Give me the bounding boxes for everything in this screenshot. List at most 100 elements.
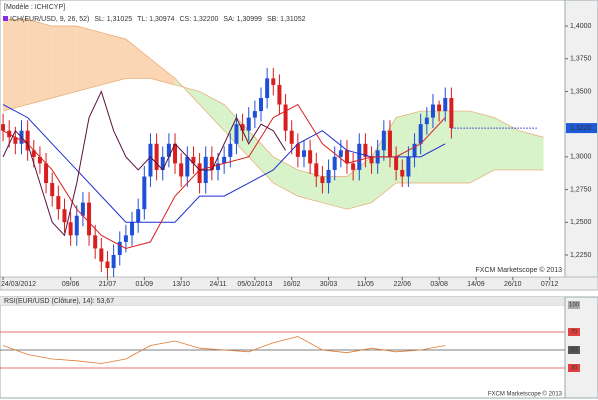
candle-body bbox=[216, 163, 221, 170]
candle-body bbox=[326, 169, 331, 184]
candle-body bbox=[363, 143, 368, 157]
candle-body bbox=[412, 143, 417, 157]
candle-body bbox=[271, 78, 276, 85]
candle-body bbox=[406, 156, 411, 177]
x-tick-label: 22/06 bbox=[393, 281, 411, 288]
cloud-segment bbox=[518, 130, 544, 170]
cloud-segment bbox=[248, 130, 274, 184]
x-tick-label: 09/06 bbox=[62, 281, 80, 288]
main-plot bbox=[1, 19, 544, 277]
candle-body bbox=[430, 104, 435, 118]
candle-body bbox=[252, 111, 257, 118]
candle-body bbox=[37, 156, 42, 164]
candle-body bbox=[357, 143, 362, 170]
candle-body bbox=[1, 124, 6, 131]
candle-body bbox=[443, 97, 448, 112]
cloud-edge bbox=[3, 19, 544, 210]
y-tick-label: 1,2750 bbox=[570, 186, 592, 193]
y-tick-box bbox=[568, 364, 580, 372]
x-tick-label: 05/01/2013 bbox=[237, 281, 272, 288]
y-tick-label: 100 bbox=[569, 303, 580, 309]
x-tick-label: 21/07 bbox=[99, 281, 117, 288]
candle-body bbox=[173, 143, 178, 164]
candle-body bbox=[160, 156, 165, 170]
candle-body bbox=[387, 130, 392, 157]
candle-body bbox=[68, 222, 73, 236]
indicator-label: TL: 1,30974 bbox=[137, 16, 174, 23]
candle-body bbox=[62, 209, 67, 223]
y-tick-box bbox=[568, 346, 580, 354]
indicator-label: CS: 1,32200 bbox=[180, 16, 219, 23]
candle-body bbox=[449, 97, 454, 129]
candle-body bbox=[424, 117, 429, 125]
x-tick-label: 24/11 bbox=[210, 281, 227, 288]
candle-body bbox=[259, 97, 264, 112]
y-tick-label: 1,3000 bbox=[570, 154, 592, 161]
indicator-label: SB: 1,31052 bbox=[267, 16, 306, 23]
x-tick-label: 14/09 bbox=[467, 281, 485, 288]
last-price-box bbox=[566, 123, 597, 134]
candle-body bbox=[191, 156, 196, 164]
cloud-segment bbox=[125, 39, 151, 79]
indicator-label: SA: 1,30999 bbox=[223, 16, 262, 23]
candle-body bbox=[179, 163, 184, 177]
candle-body bbox=[222, 156, 227, 164]
x-tick-label: 11/05 bbox=[357, 281, 374, 288]
candle-body bbox=[338, 150, 343, 157]
candle-body bbox=[136, 209, 141, 223]
y-tick-label: 1,2500 bbox=[570, 219, 592, 226]
indicator-label: SL: 1,31025 bbox=[94, 16, 132, 23]
cloud-segment bbox=[27, 19, 53, 105]
candle-body bbox=[234, 124, 239, 144]
candle-body bbox=[185, 156, 190, 177]
x-tick-label: 03/08 bbox=[430, 281, 448, 288]
x-tick-label: 13/10 bbox=[172, 281, 190, 288]
candle-body bbox=[166, 143, 171, 157]
x-tick-label: 01/09 bbox=[136, 281, 154, 288]
candle-body bbox=[93, 235, 98, 249]
rsi-line bbox=[2, 336, 446, 364]
y-tick-label: 1,4000 bbox=[570, 23, 592, 30]
candle-body bbox=[123, 235, 128, 242]
candle-body bbox=[197, 163, 202, 184]
last-price-label: 1,3220 bbox=[570, 125, 592, 132]
indicator-line bbox=[2, 90, 286, 237]
y-tick-label: 30 bbox=[571, 366, 578, 372]
cloud-segment bbox=[494, 117, 519, 170]
candle-body bbox=[209, 156, 214, 170]
y-tick-label: 70 bbox=[571, 330, 578, 336]
cloud-segment bbox=[175, 78, 200, 105]
x-tick-label: 24/03/2012 bbox=[1, 281, 36, 288]
candle-body bbox=[332, 156, 337, 170]
y-tick-label: 1,3750 bbox=[570, 56, 592, 63]
cloud-segment bbox=[76, 26, 102, 92]
candle-body bbox=[240, 124, 245, 131]
candle-body bbox=[117, 241, 122, 255]
candle-body bbox=[148, 143, 153, 177]
candle-body bbox=[344, 150, 349, 164]
candle-body bbox=[400, 169, 405, 177]
x-tick-label: 07/12 bbox=[541, 281, 559, 288]
candle-body bbox=[394, 156, 399, 170]
candle-body bbox=[80, 202, 85, 216]
candle-body bbox=[437, 104, 442, 112]
candle-body bbox=[283, 104, 288, 131]
rsi-header bbox=[0, 297, 565, 305]
candle-body bbox=[418, 124, 423, 144]
y-tick-box bbox=[568, 328, 580, 336]
candle-body bbox=[265, 78, 270, 98]
legend-icon bbox=[3, 16, 8, 21]
candle-body bbox=[74, 215, 79, 236]
cloud-segment bbox=[101, 32, 126, 85]
candle-body bbox=[154, 143, 159, 170]
candle-body bbox=[99, 248, 104, 262]
candle-body bbox=[142, 176, 147, 210]
candle-body bbox=[320, 176, 325, 184]
candle-body bbox=[228, 143, 233, 157]
candle-body bbox=[295, 143, 300, 157]
candle-body bbox=[369, 156, 374, 164]
candle-body bbox=[130, 222, 135, 236]
cloud-segment bbox=[150, 58, 176, 85]
candle-body bbox=[50, 183, 55, 197]
